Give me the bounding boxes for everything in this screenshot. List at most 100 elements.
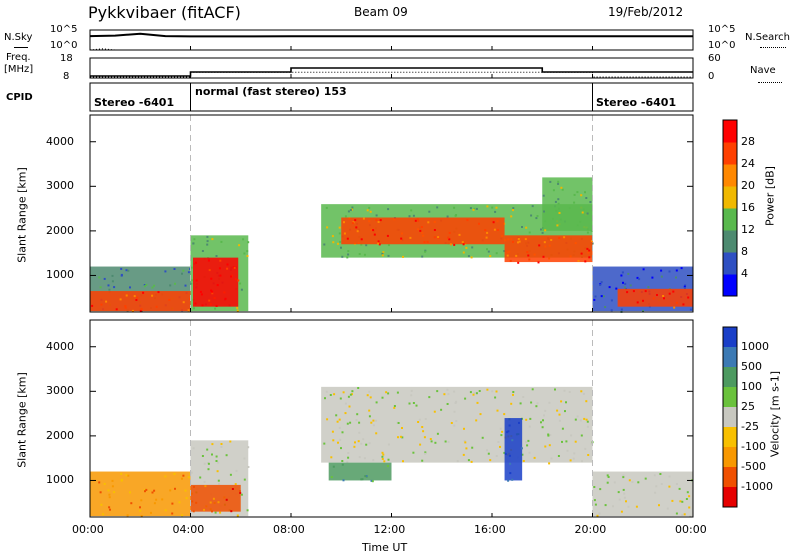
power-speck [687, 296, 690, 299]
velocity-speck [522, 396, 525, 398]
velocity-speck [504, 453, 507, 455]
power-speck [366, 209, 369, 212]
sky-right-top-tick: 10^5 [708, 24, 736, 35]
velocity-speck [679, 500, 682, 503]
power-cbar-tick-1: 4 [741, 267, 748, 280]
power-speck [193, 238, 196, 241]
velocity-speck [581, 460, 583, 463]
power-cbar-label: Power [dB] [763, 166, 777, 226]
velocity-speck [355, 419, 358, 422]
power-speck [549, 180, 552, 183]
power-speck [331, 235, 334, 238]
power-speck [247, 241, 250, 244]
velocity-speck [421, 459, 424, 462]
power-speck [581, 211, 584, 214]
velocity-speck [325, 390, 328, 393]
power-speck [414, 219, 417, 222]
velocity-speck [512, 393, 514, 396]
velocity-speck [529, 417, 532, 420]
velocity-speck [456, 460, 459, 463]
velocity-speck [622, 474, 625, 477]
velocity-speck [465, 447, 468, 450]
velocity-speck [349, 421, 352, 424]
power-speck [181, 272, 183, 275]
power-speck [586, 212, 589, 215]
velocity-cbar-swatch-2 [723, 347, 737, 368]
velocity-speck [455, 420, 458, 422]
velocity-speck [217, 479, 220, 482]
power-speck [214, 307, 217, 310]
velocity-speck [218, 482, 221, 485]
velocity-speck [561, 427, 564, 430]
power-speck [580, 194, 583, 197]
power-speck [211, 292, 214, 295]
velocity-speck [653, 474, 656, 477]
velocity-speck [535, 405, 538, 408]
velocity-speck [358, 431, 361, 434]
velocity-speck [220, 443, 223, 445]
velocity-speck [453, 424, 456, 427]
power-speck [120, 274, 123, 277]
power-ytick-label-1: 1000 [46, 268, 74, 282]
velocity-speck [126, 514, 129, 517]
velocity-speck [510, 402, 513, 405]
power-speck [537, 261, 540, 264]
power-speck [594, 295, 597, 298]
power-ytick-label-2: 2000 [46, 223, 74, 237]
power-speck [512, 207, 515, 210]
velocity-speck [140, 515, 143, 517]
power-speck [542, 194, 545, 197]
velocity-speck [346, 460, 349, 463]
power-cbar-tick-5: 20 [741, 179, 755, 192]
power-speck [642, 310, 644, 312]
velocity-speck [143, 489, 146, 491]
power-speck [588, 256, 591, 259]
velocity-speck [333, 393, 336, 396]
freq-right-top-tick: 60 [708, 53, 721, 64]
velocity-speck [211, 510, 213, 513]
velocity-speck [596, 514, 599, 517]
power-speck [544, 229, 547, 232]
velocity-speck [178, 501, 181, 504]
freq-label: Freq. [6, 52, 31, 63]
velocity-speck [627, 505, 630, 508]
power-speck [184, 284, 187, 287]
power-speck [365, 244, 368, 247]
velocity-speck [500, 434, 503, 437]
velocity-speck [593, 486, 596, 488]
velocity-speck [386, 465, 389, 468]
power-speck [591, 242, 594, 245]
velocity-speck [351, 393, 353, 396]
power-speck [206, 235, 209, 238]
velocity-speck [440, 408, 443, 411]
velocity-speck [584, 447, 587, 450]
velocity-speck [338, 426, 341, 429]
velocity-speck [569, 459, 572, 462]
velocity-speck [423, 436, 426, 439]
velocity-speck [501, 430, 504, 433]
velocity-speck [331, 430, 334, 433]
power-region-10 [617, 288, 693, 307]
velocity-speck [520, 447, 523, 450]
velocity-speck [347, 452, 350, 454]
power-speck [206, 243, 209, 246]
power-speck [600, 281, 603, 284]
velocity-speck [385, 391, 388, 394]
velocity-speck [496, 409, 499, 412]
velocity-speck [541, 426, 544, 429]
freq-left-top-tick: 18 [60, 53, 73, 64]
velocity-speck [247, 466, 250, 468]
velocity-speck [396, 421, 399, 424]
power-speck [573, 201, 576, 204]
power-speck [387, 254, 390, 257]
velocity-speck [486, 388, 489, 391]
velocity-speck [566, 449, 569, 452]
power-speck [419, 229, 422, 232]
power-speck [473, 207, 476, 210]
velocity-speck [209, 501, 212, 504]
velocity-speck [530, 401, 533, 404]
velocity-speck [574, 418, 577, 421]
power-speck [496, 229, 499, 231]
power-speck [484, 229, 487, 232]
